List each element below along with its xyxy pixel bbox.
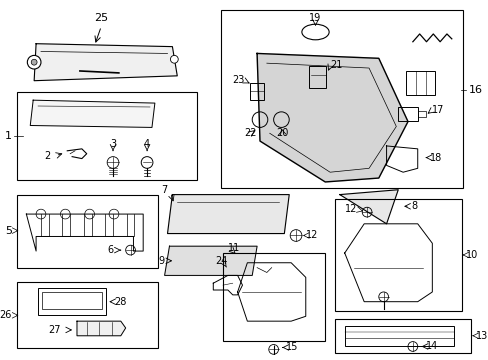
Bar: [405, 71, 434, 95]
Text: 14: 14: [425, 342, 437, 351]
Text: 9: 9: [158, 256, 164, 266]
Text: 11: 11: [227, 243, 240, 253]
Text: 23: 23: [232, 75, 244, 85]
Text: 27: 27: [48, 325, 60, 335]
Text: 16: 16: [468, 85, 481, 95]
Text: 15: 15: [285, 342, 298, 352]
Bar: [334, 199, 461, 311]
Text: 3: 3: [110, 139, 116, 149]
Text: 1: 1: [5, 131, 12, 141]
Polygon shape: [167, 195, 288, 234]
Text: 7: 7: [161, 185, 167, 195]
Polygon shape: [30, 100, 155, 127]
Polygon shape: [257, 53, 407, 182]
Polygon shape: [339, 190, 397, 224]
Text: 4: 4: [144, 139, 150, 149]
Bar: [17, 282, 158, 348]
Bar: [17, 195, 158, 267]
Text: 19: 19: [309, 13, 321, 23]
Circle shape: [31, 59, 37, 65]
Text: 18: 18: [429, 153, 442, 163]
Text: 22: 22: [244, 128, 256, 138]
Bar: [308, 66, 325, 87]
Text: 5: 5: [5, 226, 12, 236]
Text: 28: 28: [114, 297, 126, 307]
Text: 17: 17: [431, 105, 444, 115]
Bar: [397, 107, 417, 121]
Bar: [221, 10, 462, 188]
Bar: [344, 326, 453, 346]
Text: 12: 12: [345, 204, 357, 214]
Polygon shape: [34, 44, 177, 81]
Bar: [223, 253, 325, 341]
Text: 12: 12: [305, 230, 318, 240]
Circle shape: [170, 55, 178, 63]
Bar: [42, 292, 102, 310]
Text: 25: 25: [94, 13, 108, 23]
Bar: [334, 319, 470, 353]
Bar: [38, 288, 106, 315]
Bar: [250, 83, 264, 100]
Polygon shape: [77, 321, 125, 336]
Text: 6: 6: [108, 245, 114, 255]
Text: 24: 24: [214, 256, 227, 266]
Bar: [417, 111, 425, 117]
Text: 10: 10: [466, 250, 478, 260]
Text: 26: 26: [0, 310, 12, 320]
Circle shape: [27, 55, 41, 69]
Text: 8: 8: [410, 201, 416, 211]
Text: 21: 21: [329, 60, 342, 70]
Text: 20: 20: [276, 128, 288, 138]
Bar: [17, 93, 196, 180]
Text: 13: 13: [475, 331, 488, 341]
Polygon shape: [164, 246, 257, 275]
Text: 2: 2: [44, 151, 51, 161]
